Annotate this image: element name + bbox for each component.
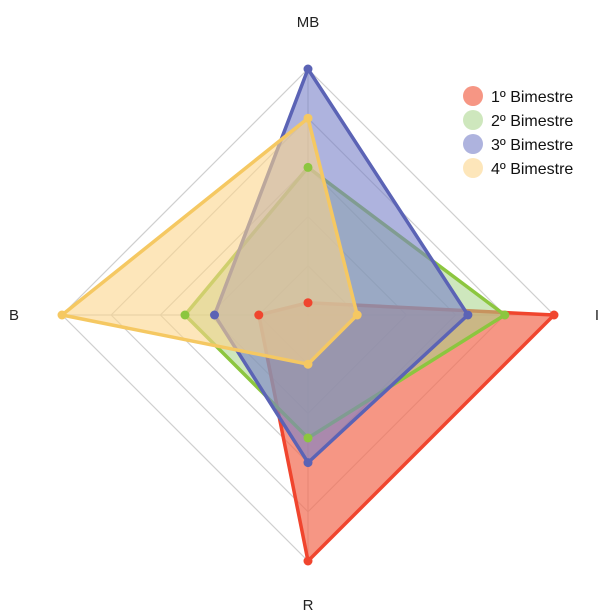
series-2-point-i bbox=[500, 310, 510, 320]
axis-label-i: I bbox=[595, 307, 599, 324]
series-1-point-i bbox=[549, 310, 559, 320]
legend-label-4: 4º Bimestre bbox=[491, 161, 573, 178]
series-4-point-mb bbox=[303, 113, 313, 123]
axis-labels: MB I R B bbox=[9, 14, 599, 614]
series-2-point-b bbox=[180, 310, 190, 320]
legend-swatch-2 bbox=[463, 110, 483, 130]
series-2-point-mb bbox=[303, 162, 313, 172]
series-1-point-r bbox=[303, 556, 313, 566]
series-4-point-r bbox=[303, 359, 313, 369]
legend-label-2: 2º Bimestre bbox=[491, 113, 573, 130]
legend-label-3: 3º Bimestre bbox=[491, 137, 573, 154]
series-3-point-mb bbox=[303, 64, 313, 74]
series-3-point-r bbox=[303, 458, 313, 468]
series-4-point-b bbox=[57, 310, 67, 320]
series-area-4 bbox=[60, 116, 359, 366]
legend-swatch-4 bbox=[463, 158, 483, 178]
legend-swatch-1 bbox=[463, 86, 483, 106]
series-3-point-b bbox=[210, 310, 220, 320]
axis-label-b: B bbox=[9, 307, 19, 324]
axis-label-mb: MB bbox=[297, 14, 320, 31]
legend: 1º Bimestre 2º Bimestre 3º Bimestre 4º Bime… bbox=[463, 86, 573, 178]
axis-label-r: R bbox=[303, 597, 314, 614]
legend-swatch-3 bbox=[463, 134, 483, 154]
series-1-point-mb bbox=[303, 298, 313, 308]
radar-series bbox=[57, 64, 559, 566]
legend-label-1: 1º Bimestre bbox=[491, 89, 573, 106]
series-3-point-i bbox=[463, 310, 473, 320]
series-4-point-i bbox=[352, 310, 362, 320]
series-2-point-r bbox=[303, 433, 313, 443]
series-1-point-b bbox=[254, 310, 264, 320]
